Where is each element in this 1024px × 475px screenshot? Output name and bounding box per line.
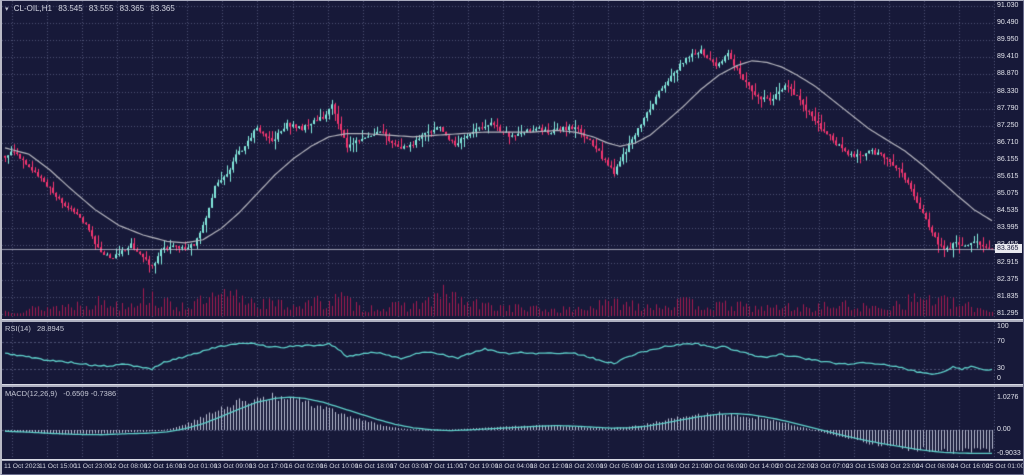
macd-name: MACD(12,26,9)	[5, 389, 58, 398]
rsi-level-label: 30	[997, 365, 1005, 372]
price-tick-label: 83.995	[997, 224, 1019, 231]
time-axis-label: 17 Oct 19:00	[460, 463, 499, 470]
price-tick-label: 85.615	[997, 173, 1019, 180]
ohlc-close: 83.365	[150, 4, 175, 13]
rsi-level-label: 0	[997, 375, 1001, 382]
price-tick-label: 87.790	[997, 105, 1019, 112]
rsi-axis[interactable]: 100 70 30 0	[995, 322, 1023, 384]
price-tick-label: 81.295	[997, 310, 1019, 317]
macd-axis[interactable]: 1.0276 0.00 -0.9033	[995, 387, 1023, 459]
price-tick-label: 86.710	[997, 139, 1019, 146]
ohlc-low: 83.365	[119, 4, 145, 13]
time-axis-label: 17 Oct 11:00	[425, 463, 463, 470]
rsi-panel: RSI(14) 28.8945 100 70 30 0	[2, 322, 1023, 384]
chart-title: ▾ CL-OIL,H1 83.545 83.555 83.365 83.365	[5, 4, 179, 13]
time-axis-label: 13 Oct 17:00	[249, 463, 288, 470]
price-tick-label: 86.155	[997, 156, 1019, 163]
time-axis-label: 20 Oct 22:00	[776, 463, 815, 470]
current-price-tag: 83.365	[995, 244, 1022, 253]
panel-splitter[interactable]	[2, 384, 1023, 387]
price-tick-label: 85.075	[997, 190, 1019, 197]
main-chart-canvas[interactable]	[2, 1, 995, 319]
time-axis-label: 24 Oct 08:00	[916, 463, 955, 470]
time-axis[interactable]: 11 Oct 2023 11 Oct 15:00 11 Oct 23:00 12 Oc…	[2, 461, 1023, 474]
time-axis-label: 19 Oct 05:00	[600, 463, 639, 470]
time-axis-label: 23 Oct 07:00	[811, 463, 850, 470]
time-axis-label: 12 Oct 08:00	[109, 463, 148, 470]
macd-values: -0.6509 -0.7386	[63, 389, 117, 398]
time-axis-label: 16 Oct 10:00	[320, 463, 359, 470]
time-axis-label: 20 Oct 06:00	[705, 463, 744, 470]
time-axis-label: 24 Oct 16:00	[951, 463, 990, 470]
time-axis-label: 23 Oct 15:00	[846, 463, 885, 470]
rsi-label: RSI(14) 28.8945	[5, 324, 68, 333]
price-axis[interactable]: 91.030 90.490 89.950 89.410 88.870 88.330 87.7…	[995, 1, 1023, 319]
price-tick-label: 89.950	[997, 36, 1019, 43]
price-tick-label: 84.535	[997, 207, 1019, 214]
time-axis-label: 13 Oct 01:00	[179, 463, 218, 470]
time-axis-label: 18 Oct 12:00	[530, 463, 569, 470]
price-tick-label: 88.870	[997, 70, 1019, 77]
time-axis-label: 11 Oct 15:00	[39, 463, 77, 470]
price-tick-label: 87.250	[997, 122, 1019, 129]
price-tick-label: 89.410	[997, 53, 1019, 60]
price-tick-label: 91.030	[997, 2, 1019, 9]
main-chart-panel: ▾ CL-OIL,H1 83.545 83.555 83.365 83.365 …	[2, 1, 1023, 319]
ohlc-high: 83.555	[88, 4, 114, 13]
time-axis-label: 20 Oct 14:00	[740, 463, 779, 470]
time-axis-label: 18 Oct 04:00	[495, 463, 534, 470]
macd-axis-label: -0.9033	[997, 450, 1021, 457]
time-axis-label: 25 Oct 01:00	[986, 463, 1023, 470]
time-axis-label: 23 Oct 23:00	[881, 463, 920, 470]
rsi-level-label: 100	[997, 323, 1009, 330]
rsi-level-label: 70	[997, 338, 1005, 345]
price-tick-label: 81.835	[997, 293, 1019, 300]
ohlc-open: 83.545	[58, 4, 83, 13]
time-axis-label: 12 Oct 16:00	[144, 463, 183, 470]
panel-splitter[interactable]	[2, 459, 1023, 461]
price-tick-label: 82.915	[997, 259, 1019, 266]
macd-axis-label: 1.0276	[997, 394, 1019, 401]
rsi-name: RSI(14)	[5, 324, 31, 333]
time-axis-label: 18 Oct 20:00	[565, 463, 604, 470]
macd-chart-canvas[interactable]	[2, 387, 995, 459]
time-axis-label: 19 Oct 13:00	[635, 463, 674, 470]
symbol-timeframe: CL-OIL,H1	[13, 4, 52, 13]
macd-panel: MACD(12,26,9) -0.6509 -0.7386 1.0276 0.00…	[2, 387, 1023, 459]
time-axis-label: 11 Oct 2023	[4, 463, 40, 470]
price-tick-label: 82.375	[997, 276, 1019, 283]
price-tick-label: 88.330	[997, 88, 1019, 95]
time-axis-label: 17 Oct 03:00	[390, 463, 429, 470]
time-axis-label: 16 Oct 18:00	[355, 463, 394, 470]
time-axis-label: 16 Oct 02:00	[285, 463, 324, 470]
macd-label: MACD(12,26,9) -0.6509 -0.7386	[5, 389, 120, 398]
time-axis-label: 11 Oct 23:00	[74, 463, 112, 470]
rsi-chart-canvas[interactable]	[2, 322, 995, 384]
triangle-down-icon[interactable]: ▾	[5, 6, 9, 13]
time-axis-label: 19 Oct 21:00	[670, 463, 709, 470]
time-axis-label: 13 Oct 09:00	[214, 463, 253, 470]
panel-splitter[interactable]	[2, 319, 1023, 322]
rsi-value: 28.8945	[36, 324, 65, 333]
price-tick-label: 90.490	[997, 19, 1019, 26]
macd-axis-label: 0.00	[997, 426, 1011, 433]
